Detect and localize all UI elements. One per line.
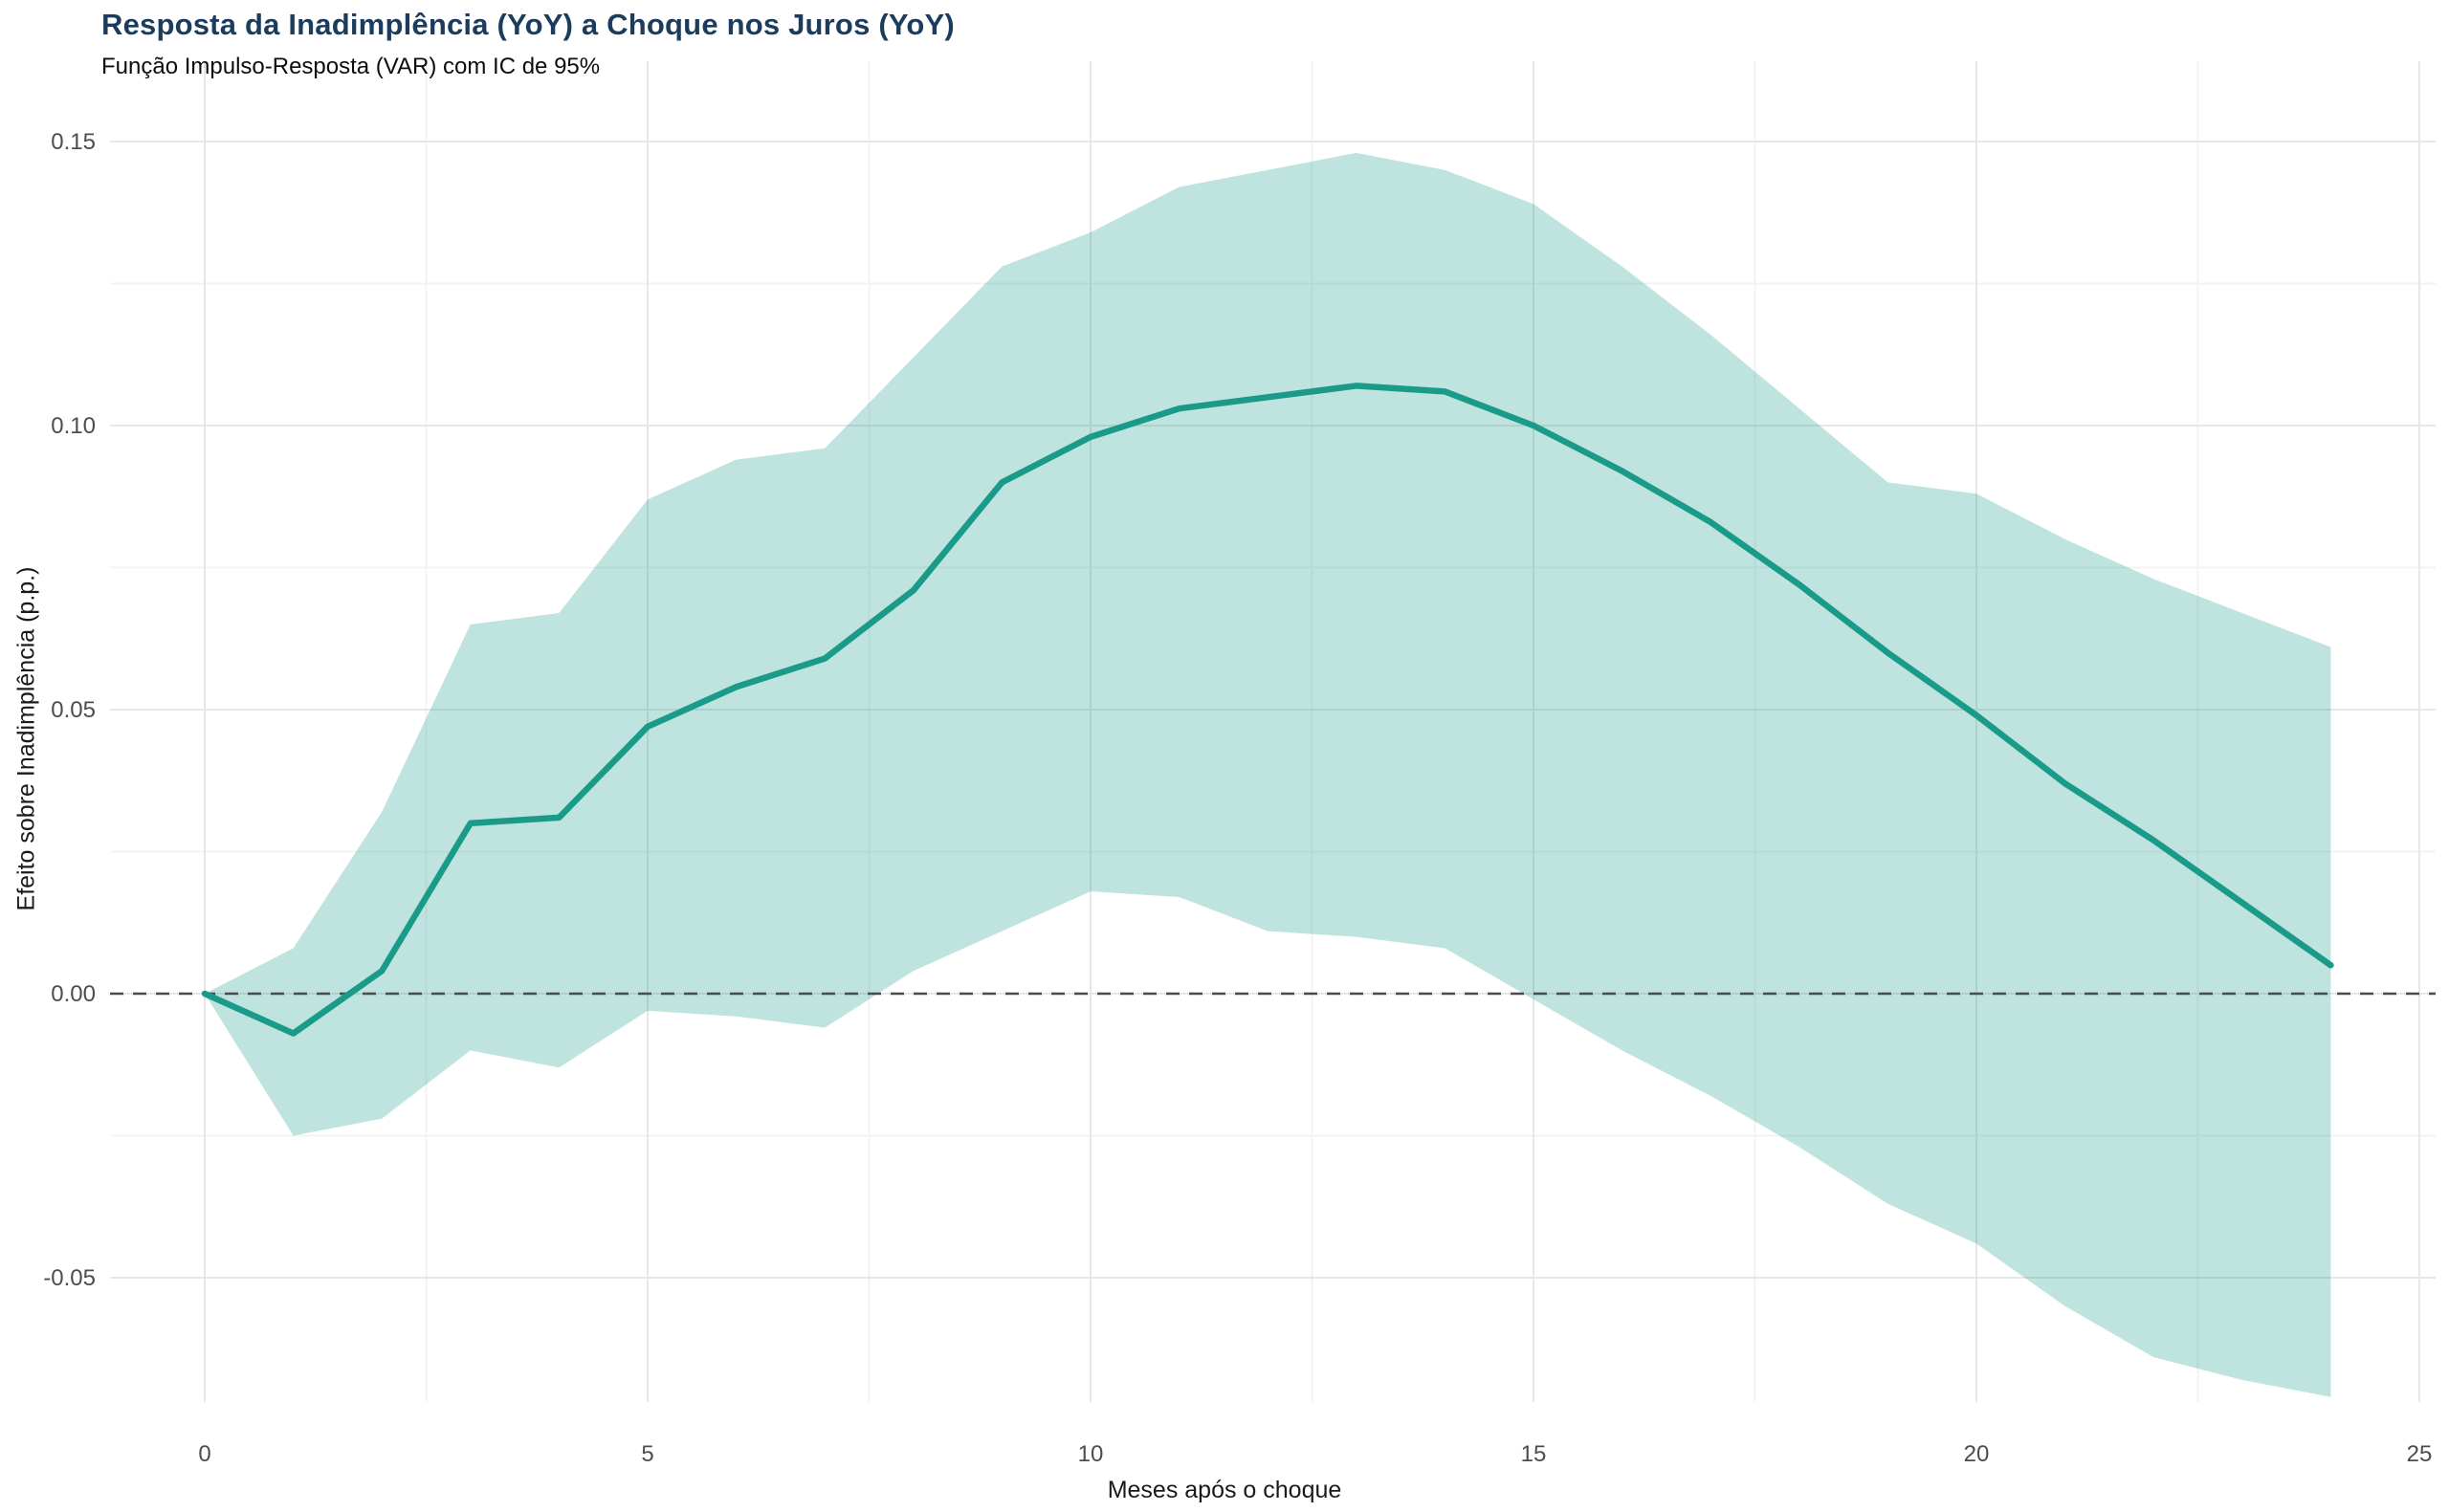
x-tick-label: 25 [2407,1441,2433,1467]
y-tick-label: 0.00 [51,981,96,1007]
x-tick-labels: 0 5 10 15 20 25 [198,1441,2432,1467]
x-axis-title: Meses após o choque [1107,1477,1342,1503]
grid-major [110,61,2436,1402]
x-tick-label: 0 [198,1441,210,1467]
y-axis-title: Efeito sobre Inadimplência (p.p.) [12,566,40,911]
x-tick-label: 20 [1964,1441,1990,1467]
chart-subtitle: Função Impulso-Resposta (VAR) com IC de … [101,54,601,79]
x-tick-label: 5 [641,1441,653,1467]
chart-title: Resposta da Inadimplência (YoY) a Choque… [101,8,955,41]
x-tick-label: 15 [1521,1441,1547,1467]
irf-line [201,383,2334,1037]
y-tick-label: 0.05 [51,697,96,723]
y-tick-label: 0.10 [51,413,96,439]
x-tick-label: 10 [1078,1441,1104,1467]
y-tick-label: -0.05 [43,1265,96,1291]
grid-minor [110,61,2436,1402]
confidence-band [205,152,2331,1397]
y-tick-label: 0.15 [51,129,96,155]
y-tick-labels: -0.05 0.00 0.05 0.10 0.15 [43,129,96,1291]
